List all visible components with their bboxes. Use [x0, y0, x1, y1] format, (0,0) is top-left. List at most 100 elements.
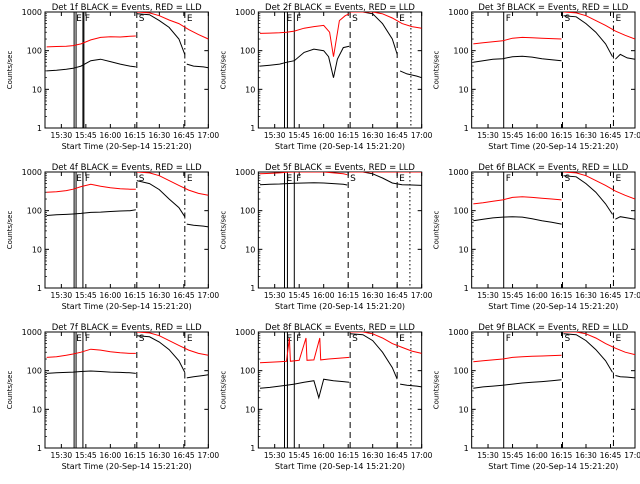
y-tick-label: 1	[464, 124, 469, 133]
event-marker-label: E	[399, 174, 405, 184]
y-tick-label: 100	[27, 47, 42, 56]
lld-series-line	[350, 12, 422, 29]
x-tick-label: 16:45	[600, 291, 622, 300]
y-axis-label: Counts/sec	[433, 371, 441, 410]
x-tick-label: 16:30	[575, 451, 597, 460]
y-tick-label: 1000	[448, 328, 468, 337]
y-tick-label: 100	[240, 47, 255, 56]
events-series-line	[399, 70, 422, 79]
y-tick-label: 10	[32, 245, 42, 254]
x-tick-label: 16:30	[575, 291, 597, 300]
chart-title: Det 4f BLACK = Events, RED = LLD	[52, 163, 202, 173]
y-tick-label: 1000	[448, 168, 468, 177]
events-series-line	[473, 216, 562, 225]
x-axis-label: Start Time (20-Sep-14 15:21:20)	[488, 462, 618, 471]
x-tick-label: 16:15	[337, 451, 359, 460]
events-series-line	[563, 15, 613, 57]
lld-series-line	[259, 337, 350, 364]
y-tick-label: 1	[37, 284, 42, 293]
event-marker-label: E	[615, 174, 621, 184]
x-tick-label: 16:45	[173, 131, 195, 140]
x-tick-label: 16:45	[600, 131, 622, 140]
y-tick-label: 10	[245, 245, 255, 254]
y-tick-label: 1	[37, 444, 42, 453]
events-series-line	[473, 55, 562, 63]
event-marker-label: F	[506, 174, 511, 184]
lld-series-line	[350, 332, 422, 354]
y-tick-label: 10	[458, 405, 468, 414]
x-tick-label: 17:00	[411, 131, 433, 140]
events-series-line	[136, 180, 186, 217]
x-tick-label: 17:00	[624, 291, 640, 300]
events-series-line	[259, 378, 350, 400]
chart-panel: Det 1f BLACK = Events, RED = LLD 1 10 100 10…	[6, 3, 219, 151]
x-tick-label: 15:30	[477, 291, 499, 300]
x-axis-label: Start Time (20-Sep-14 15:21:20)	[275, 462, 405, 471]
x-tick-label: 15:30	[51, 131, 73, 140]
y-axis-label: Counts/sec	[433, 211, 441, 250]
plot-frame	[44, 171, 209, 289]
y-tick-label: 100	[240, 207, 255, 216]
x-tick-label: 16:45	[386, 131, 408, 140]
lld-series-line	[563, 332, 635, 356]
x-tick-label: 16:15	[124, 451, 146, 460]
x-axis-label: Start Time (20-Sep-14 15:21:20)	[62, 302, 192, 311]
y-tick-label: 1	[250, 444, 255, 453]
chart-title: Det 5f BLACK = Events, RED = LLD	[265, 163, 415, 173]
y-tick-label: 1000	[235, 168, 255, 177]
event-marker-label: S	[352, 14, 358, 24]
x-tick-label: 16:00	[526, 291, 548, 300]
event-marker-label: E	[286, 14, 292, 24]
lld-series-line	[46, 35, 136, 48]
event-marker-label: S	[564, 174, 570, 184]
event-marker-label: S	[564, 14, 570, 24]
event-marker-label: E	[187, 14, 193, 24]
y-tick-label: 100	[453, 367, 468, 376]
chart-panel: Det 2f BLACK = Events, RED = LLD 1 10 100 10…	[219, 3, 432, 151]
events-series-line	[259, 45, 350, 78]
y-tick-label: 1	[464, 284, 469, 293]
lld-series-line	[473, 354, 562, 363]
lld-series-line	[563, 172, 635, 200]
lld-series-line	[136, 332, 209, 356]
lld-series-line	[136, 12, 209, 40]
x-tick-label: 16:00	[526, 131, 548, 140]
plot-frame	[471, 11, 636, 129]
x-tick-label: 17:00	[411, 451, 433, 460]
event-marker-label: F	[85, 174, 90, 184]
events-series-line	[615, 375, 635, 379]
event-marker-label: E	[76, 334, 82, 344]
y-tick-label: 100	[27, 207, 42, 216]
lld-series-line	[259, 13, 350, 57]
events-series-line	[350, 333, 398, 380]
x-tick-label: 17:00	[198, 291, 220, 300]
x-axis-label: Start Time (20-Sep-14 15:21:20)	[62, 462, 192, 471]
x-tick-label: 16:00	[313, 451, 335, 460]
chart-panel: Det 5f BLACK = Events, RED = LLD 1 10 100 10…	[219, 163, 432, 311]
event-marker-label: S	[352, 334, 358, 344]
lld-series-line	[473, 196, 562, 205]
plot-frame	[257, 331, 423, 449]
chart-title: Det 2f BLACK = Events, RED = LLD	[265, 3, 415, 13]
event-marker-label: S	[350, 174, 356, 184]
lld-series-line	[473, 36, 562, 45]
y-tick-label: 100	[453, 47, 468, 56]
x-tick-label: 16:30	[362, 291, 384, 300]
lld-series-line	[46, 183, 136, 193]
events-series-line	[46, 58, 136, 72]
events-series-line	[473, 379, 562, 389]
x-tick-label: 15:45	[502, 291, 524, 300]
x-tick-label: 16:30	[362, 451, 384, 460]
events-series-line	[350, 12, 398, 55]
x-tick-label: 16:45	[386, 451, 408, 460]
y-tick-label: 1	[250, 124, 255, 133]
events-series-line	[563, 333, 613, 373]
events-series-line	[615, 53, 635, 60]
y-tick-label: 100	[453, 207, 468, 216]
y-axis-label: Counts/sec	[219, 371, 227, 410]
x-tick-label: 15:45	[75, 451, 97, 460]
x-tick-label: 15:30	[264, 451, 286, 460]
y-tick-label: 100	[240, 367, 255, 376]
x-tick-label: 16:15	[124, 291, 146, 300]
